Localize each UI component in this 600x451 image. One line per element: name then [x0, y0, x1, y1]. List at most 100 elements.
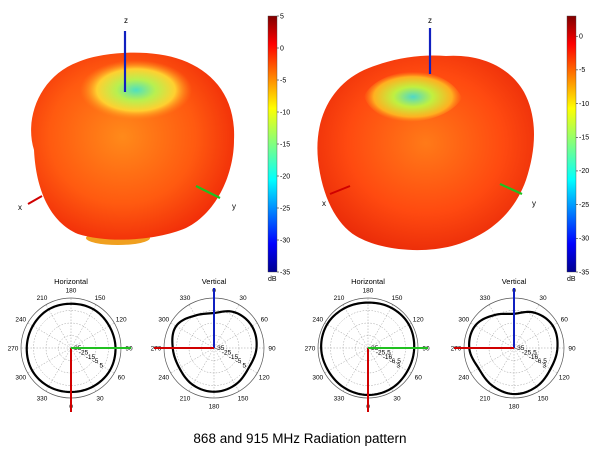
- polar-angle-label: 210: [480, 396, 491, 403]
- polar-angle-label: 150: [392, 295, 403, 302]
- polar-angle-label: 330: [480, 295, 491, 302]
- polar-spoke: [367, 347, 394, 392]
- polar-horizontal-868: 1801501209060300330300270240210-35-25-15…: [8, 277, 133, 412]
- colorbar-tick-label: -10: [280, 109, 290, 116]
- polar-radial-label: 5: [243, 363, 247, 370]
- polar-radial-label: -16: [529, 354, 539, 361]
- polar-spoke: [170, 347, 215, 374]
- polar-spoke: [324, 347, 369, 374]
- polar-angle-label: 180: [509, 403, 520, 410]
- polar-spoke: [45, 304, 72, 349]
- polar-angle-label: 210: [180, 396, 191, 403]
- polar-spoke: [70, 322, 115, 349]
- polar-spoke: [513, 347, 540, 392]
- y-axis-label: y: [532, 199, 536, 208]
- polar-angle-label: 270: [305, 345, 316, 352]
- colorbar-tick-label: -30: [579, 236, 589, 243]
- polar-radial-label: -15: [229, 354, 239, 361]
- polar-radial-label: -25.5: [376, 349, 391, 356]
- polar-angle-label: 30: [239, 295, 247, 302]
- pattern-null-top: [364, 71, 462, 122]
- x-axis-line: [27, 195, 43, 205]
- polar-angle-label: 30: [393, 396, 401, 403]
- polar-angle-label: 120: [559, 374, 570, 381]
- polar-radial-label: 5: [100, 363, 104, 370]
- colorbar-tick-label: -35: [579, 269, 589, 276]
- x-axis-line: [329, 185, 351, 195]
- polar-radial-label: 3: [543, 363, 547, 370]
- colorbar-tick-label: -35: [280, 269, 290, 276]
- polar-angle-label: 120: [116, 316, 127, 323]
- polar-angle-label: 240: [458, 374, 469, 381]
- polar-angle-label: 210: [37, 295, 48, 302]
- y-axis-label: y: [232, 202, 236, 211]
- polar-radial-label: -35: [215, 345, 225, 352]
- polar-angle-label: 210: [334, 295, 345, 302]
- colorbar-tick-label: -5: [579, 67, 585, 74]
- polar-angle-label: 330: [37, 396, 48, 403]
- z-axis-label: z: [124, 16, 128, 25]
- polar-title: Horizontal: [54, 277, 88, 286]
- polar-angle-label: 240: [15, 316, 26, 323]
- colorbar-tick-label: 5: [280, 13, 284, 20]
- polar-angle-label: 60: [415, 374, 423, 381]
- polar-horizontal-915: 1801501209060300330300270240210-35-25.5-…: [305, 277, 430, 412]
- figure-caption: 868 and 915 MHz Radiation pattern: [193, 431, 407, 446]
- polar-spoke: [367, 322, 412, 349]
- polar-radial-label: -5: [93, 358, 99, 365]
- polar-spoke: [213, 347, 240, 392]
- polar-angle-label: 270: [8, 345, 19, 352]
- polar-angle-label: 150: [238, 396, 249, 403]
- colorbar-tick-label: -25: [579, 202, 589, 209]
- colorbar-tick-label: -30: [280, 237, 290, 244]
- polar-angle-label: 90: [568, 345, 576, 352]
- polar-angle-label: 240: [312, 316, 323, 323]
- pattern-3d-868: z x y: [18, 16, 236, 245]
- polar-radial-label: -15: [86, 354, 96, 361]
- pattern-3d-915: z x y: [317, 16, 536, 251]
- colorbar-unit-label: dB: [268, 276, 277, 283]
- polar-title: Vertical: [502, 277, 527, 286]
- polar-spoke: [342, 304, 369, 349]
- polar-pattern-line: [468, 310, 559, 396]
- polar-spoke: [513, 322, 558, 349]
- polar-angle-label: 120: [259, 374, 270, 381]
- polar-radial-label: -25.5: [522, 349, 537, 356]
- polar-spoke: [488, 304, 515, 349]
- colorbar-tick-label: 0: [280, 45, 284, 52]
- polar-angle-label: 330: [180, 295, 191, 302]
- polar-title: Horizontal: [351, 277, 385, 286]
- polar-radial-label: 3: [397, 363, 401, 370]
- colorbar-tick-label: 0: [579, 34, 583, 41]
- polar-vertical-915: 0306090120150180210240270300330-35-25.5-…: [451, 277, 576, 410]
- colorbar-tick-label: -20: [579, 168, 589, 175]
- colorbar-scale: [267, 15, 278, 273]
- polar-angle-label: 150: [95, 295, 106, 302]
- polar-angle-label: 300: [458, 316, 469, 323]
- colorbar-tick-label: -5: [280, 77, 286, 84]
- polar-angle-label: 180: [363, 287, 374, 294]
- polar-angle-label: 60: [261, 316, 269, 323]
- polar-radial-label: -35: [515, 345, 525, 352]
- polar-angle-label: 30: [96, 396, 104, 403]
- polar-angle-label: 300: [312, 374, 323, 381]
- polar-angle-label: 30: [539, 295, 547, 302]
- colorbar-tick-label: -20: [280, 173, 290, 180]
- polar-angle-label: 120: [413, 316, 424, 323]
- polar-radial-label: -25: [222, 349, 232, 356]
- polar-angle-label: 240: [158, 374, 169, 381]
- polar-angle-label: 330: [334, 396, 345, 403]
- y-axis-line: [499, 182, 523, 196]
- polar-spoke: [213, 322, 258, 349]
- polar-spoke: [70, 347, 97, 392]
- z-axis-label: z: [428, 16, 432, 25]
- polar-angle-label: 180: [66, 287, 77, 294]
- colorbar-tick-label: -25: [280, 205, 290, 212]
- polar-radial-label: -5: [236, 358, 242, 365]
- colorbar-tick-label: -15: [280, 141, 290, 148]
- polar-radial-label: -6.5: [536, 358, 548, 365]
- polar-radial-label: -25: [79, 349, 89, 356]
- polar-spoke: [27, 347, 72, 374]
